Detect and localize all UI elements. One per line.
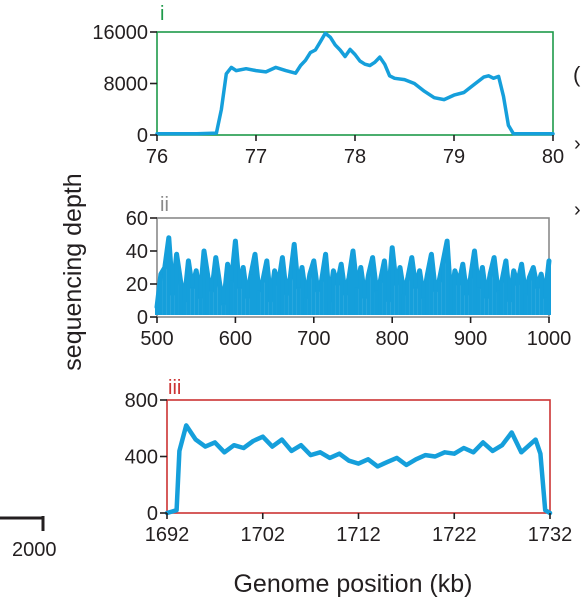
panel-1-xtick-label: 80 <box>542 146 564 168</box>
panel-3-ytick-label: 800 <box>125 390 158 412</box>
panel-2-ytick-label: 0 <box>137 307 148 329</box>
panel-3-label: iii <box>168 377 181 399</box>
panel-2-ytick-label: 40 <box>126 241 148 263</box>
panel-1-ytick-label: 0 <box>137 125 148 147</box>
panel-3-frame <box>166 399 551 514</box>
panel-2-xtick-label: 800 <box>376 328 409 350</box>
x-axis-label: Genome position (kb) <box>233 570 472 598</box>
panel-1: i 0 8000 16000 76 77 78 79 80 <box>92 3 564 168</box>
panel-1-series-line <box>155 31 555 136</box>
clipped-right-mark-2: › <box>574 133 581 155</box>
panel-2-xtick-label: 500 <box>140 328 173 350</box>
panel-1-label: i <box>160 3 164 25</box>
panel-3-ytick-label: 0 <box>147 503 158 525</box>
panel-2-ytick-label: 20 <box>126 274 148 296</box>
panel-3-ytick-label: 400 <box>125 447 158 469</box>
panel-2-label: ii <box>160 194 169 216</box>
panel-3: iii 0 400 800 1692 1702 1712 1722 1732 <box>125 377 573 546</box>
clipped-right-mark-3: › <box>574 199 581 221</box>
panel-3-series-line <box>164 423 553 516</box>
panel-1-ytick-label: 8000 <box>104 74 149 96</box>
y-axis-label: sequencing depth <box>59 173 87 370</box>
clipped-right-mark-1: ( <box>573 62 581 87</box>
clipped-scale-label: 2000 <box>12 539 57 561</box>
panel-3-xtick-label: 1702 <box>241 524 286 546</box>
panel-1-frame <box>156 31 554 136</box>
panel-1-xtick-label: 76 <box>146 146 168 168</box>
panel-2-xtick-label: 700 <box>297 328 330 350</box>
panel-1-xtick-label: 77 <box>245 146 267 168</box>
panel-3-xtick-label: 1712 <box>336 524 381 546</box>
panel-2-ytick-label: 60 <box>126 208 148 230</box>
panel-1-xtick-label: 78 <box>344 146 366 168</box>
panel-3-xtick-label: 1692 <box>145 524 190 546</box>
panel-3-xtick-label: 1732 <box>528 524 573 546</box>
panel-2-xtick-label: 600 <box>219 328 252 350</box>
panel-3-xtick-label: 1722 <box>432 524 477 546</box>
panel-2: ii 0 20 40 60 500 600 700 800 900 1000 <box>126 194 572 350</box>
panel-2-xtick-label: 900 <box>454 328 487 350</box>
panel-1-ytick-label: 16000 <box>92 22 148 44</box>
panel-1-xtick-label: 79 <box>443 146 465 168</box>
panel-2-xtick-label: 1000 <box>527 328 572 350</box>
